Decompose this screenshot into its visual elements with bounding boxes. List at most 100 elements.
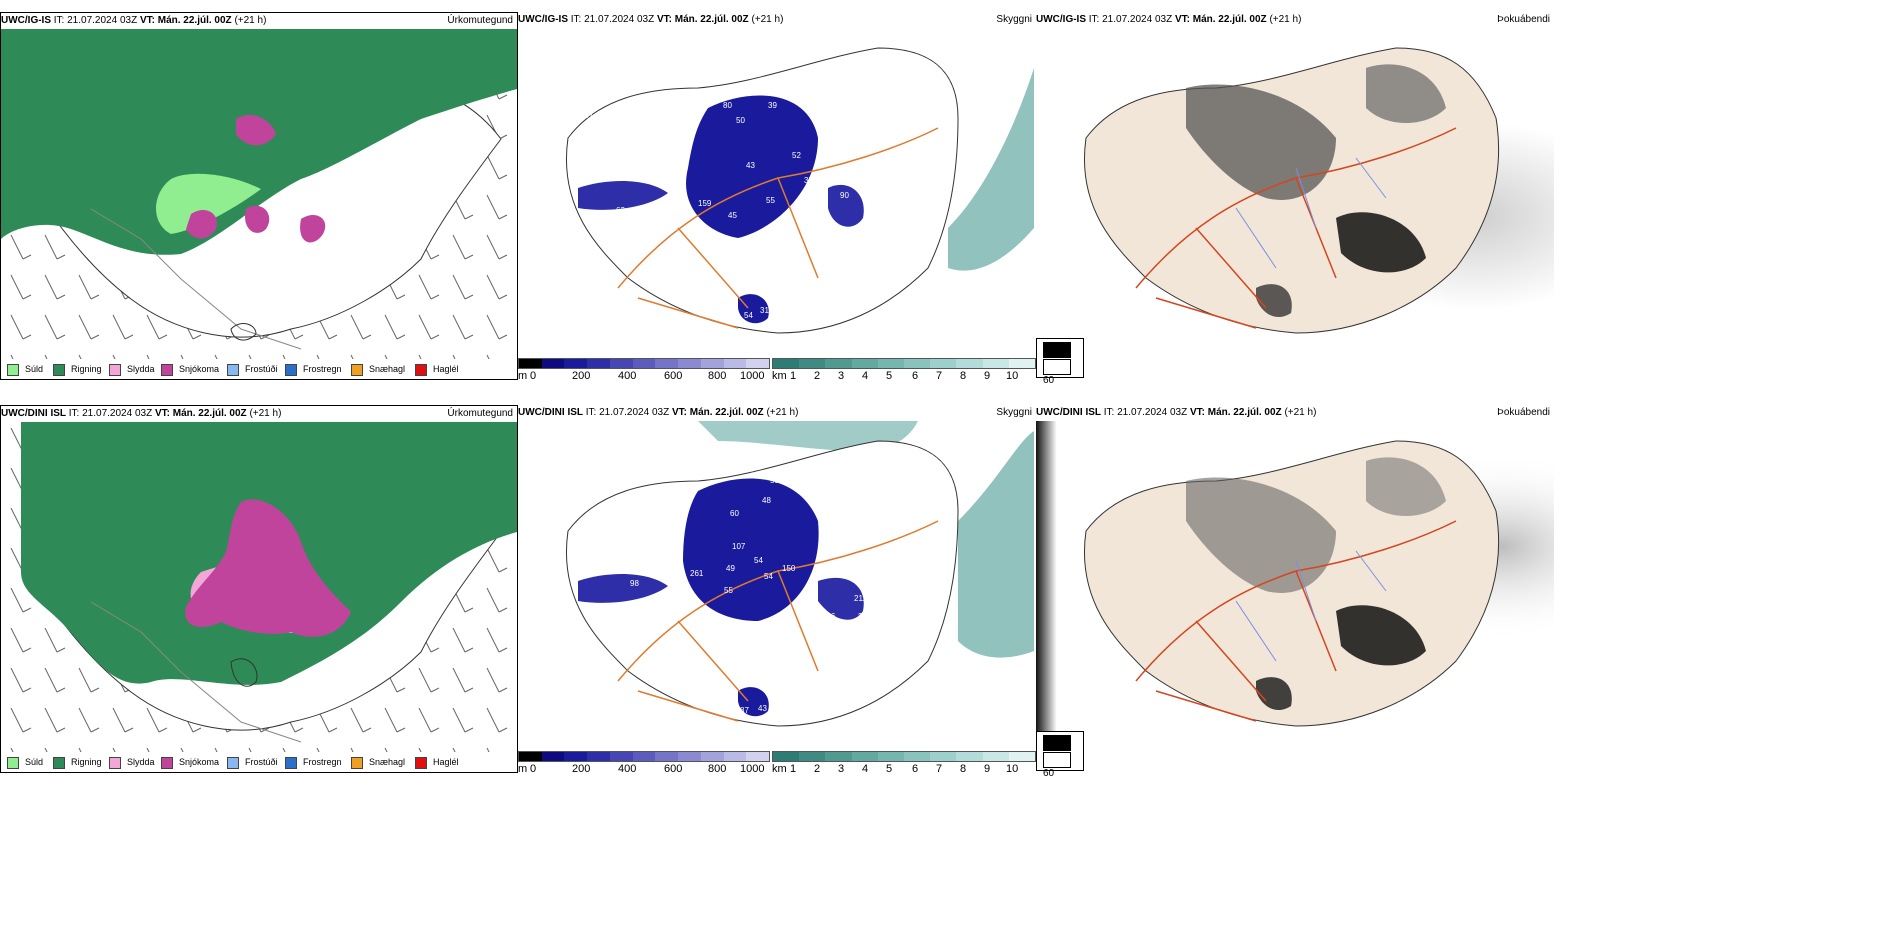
svg-text:54: 54 [764, 572, 773, 581]
visibility-colorbar: km 1 2 3 4 5 6 7 8 9 10 [772, 358, 1036, 382]
vis-tick: 4 [862, 370, 869, 382]
svg-text:64: 64 [618, 504, 627, 513]
rivers [1235, 157, 1387, 269]
cloud-map[interactable]: 64 102 98 261 83 55 49 47 107 54 54 150 … [518, 421, 1034, 735]
precip-legend: Súld Rigning Slydda Snjókoma Frostúði Fr… [3, 361, 459, 379]
roads [617, 127, 939, 329]
height-bar-swatches [518, 358, 770, 369]
drizzle-area [156, 173, 261, 234]
vis-bar-swatches [772, 358, 1036, 369]
rivers [1235, 550, 1387, 662]
height-tick: 400 [618, 763, 637, 775]
roads [617, 520, 939, 722]
fog-legend: 0 60 [1036, 731, 1084, 779]
svg-text:53: 53 [770, 476, 779, 485]
vis-tick: 2 [814, 763, 821, 775]
height-tick: 200 [572, 763, 591, 775]
legend-item: Súld [7, 756, 43, 769]
svg-text:80: 80 [723, 101, 732, 110]
vis-tick: 1 [790, 370, 797, 382]
svg-text:62: 62 [898, 96, 907, 105]
vis-tick: 5 [886, 763, 893, 775]
panel-title: Úrkomutegund [447, 15, 513, 26]
legend-item: Snæhagl [351, 363, 405, 376]
svg-text:98: 98 [630, 579, 639, 588]
low-cloud [683, 478, 819, 621]
height-tick: 1000 [740, 370, 765, 382]
fog-map[interactable] [1036, 421, 1554, 735]
panel-header: UWC/DINI ISL IT: 21.07.2024 03Z VT: Mán.… [518, 405, 1036, 421]
legend-item: Haglél [415, 756, 459, 769]
row2-fog-panel: UWC/DINI ISL IT: 21.07.2024 03Z VT: Mán.… [1036, 405, 1554, 779]
panel-title: Þokuábendi [1497, 407, 1550, 418]
svg-text:58: 58 [636, 121, 645, 130]
sea-visibility [948, 68, 1034, 271]
svg-text:66: 66 [860, 181, 869, 190]
precip-map[interactable] [1, 422, 517, 752]
vis-tick: 10 [1006, 370, 1019, 382]
panel-title: Skyggni [996, 14, 1032, 25]
height-unit: m [518, 370, 528, 382]
height-bar-swatches [518, 751, 770, 762]
vis-tick: 5 [886, 370, 893, 382]
legend-item: Frostregn [285, 756, 342, 769]
svg-text:107: 107 [732, 542, 746, 551]
svg-text:102: 102 [618, 549, 632, 558]
panel-header: UWC/IG-IS IT: 21.07.2024 03Z VT: Mán. 22… [518, 12, 1036, 28]
vis-tick: 3 [838, 370, 845, 382]
height-tick: 600 [664, 763, 683, 775]
svg-text:261: 261 [690, 569, 704, 578]
svg-text:266: 266 [822, 612, 836, 621]
svg-text:43: 43 [746, 161, 755, 170]
row2-precip-panel: UWC/DINI ISL IT: 21.07.2024 03Z VT: Mán.… [0, 405, 518, 773]
vis-tick: 9 [984, 370, 991, 382]
svg-text:60: 60 [730, 509, 739, 518]
svg-text:211: 211 [854, 594, 867, 603]
vis-tick: 10 [1006, 763, 1019, 775]
svg-text:81: 81 [842, 472, 851, 481]
svg-text:52: 52 [792, 151, 801, 160]
svg-text:159: 159 [874, 464, 888, 473]
svg-text:53: 53 [774, 81, 783, 90]
svg-text:54: 54 [754, 556, 763, 565]
vis-tick: 6 [912, 370, 919, 382]
svg-text:90: 90 [840, 191, 849, 200]
legend-item: Snjókoma [161, 756, 219, 769]
svg-text:36: 36 [546, 206, 555, 215]
precip-legend: Súld Rigning Slydda Snjókoma Frostúði Fr… [3, 754, 459, 772]
precip-map[interactable] [1, 29, 517, 359]
height-tick: 800 [708, 763, 727, 775]
panel-title: Þokuábendi [1497, 14, 1550, 25]
svg-text:50: 50 [736, 116, 745, 125]
panel-title: Úrkomutegund [447, 408, 513, 419]
svg-text:49: 49 [726, 564, 735, 573]
legend-item: Frostúði [227, 363, 278, 376]
panel-header: UWC/DINI ISL IT: 21.07.2024 03Z VT: Mán.… [1036, 405, 1554, 421]
legend-item: Frostregn [285, 363, 342, 376]
fog-map[interactable] [1036, 28, 1554, 342]
legend-item: Slydda [109, 756, 155, 769]
row1-precip-panel: UWC/IG-IS IT: 21.07.2024 03Z VT: Mán. 22… [0, 12, 518, 380]
vis-tick: 1 [790, 763, 797, 775]
svg-text:47: 47 [690, 612, 699, 621]
vis-unit: km [772, 370, 787, 382]
cloud-map[interactable]: 67 107 58 99 63 36 146 159 45 80 50 39 5… [518, 28, 1034, 342]
svg-text:63: 63 [616, 206, 625, 215]
vis-tick: 4 [862, 763, 869, 775]
svg-text:170: 170 [858, 642, 872, 651]
vis-tick: 3 [838, 763, 845, 775]
fog-legend-item: 60 [1043, 752, 1083, 779]
height-tick: 0 [530, 763, 537, 775]
svg-text:87: 87 [740, 706, 749, 715]
svg-text:48: 48 [762, 496, 771, 505]
vis-tick: 6 [912, 763, 919, 775]
svg-text:55: 55 [766, 196, 775, 205]
fog-legend: 0 60 [1036, 338, 1084, 386]
svg-text:143: 143 [830, 231, 844, 240]
roads [1135, 127, 1457, 329]
svg-text:150: 150 [782, 564, 796, 573]
legend-item: Slydda [109, 363, 155, 376]
row1-fog-panel: UWC/IG-IS IT: 21.07.2024 03Z VT: Mán. 22… [1036, 12, 1554, 386]
panel-header: UWC/DINI ISL IT: 21.07.2024 03Z VT: Mán.… [1, 406, 517, 422]
height-unit: m [518, 763, 528, 775]
